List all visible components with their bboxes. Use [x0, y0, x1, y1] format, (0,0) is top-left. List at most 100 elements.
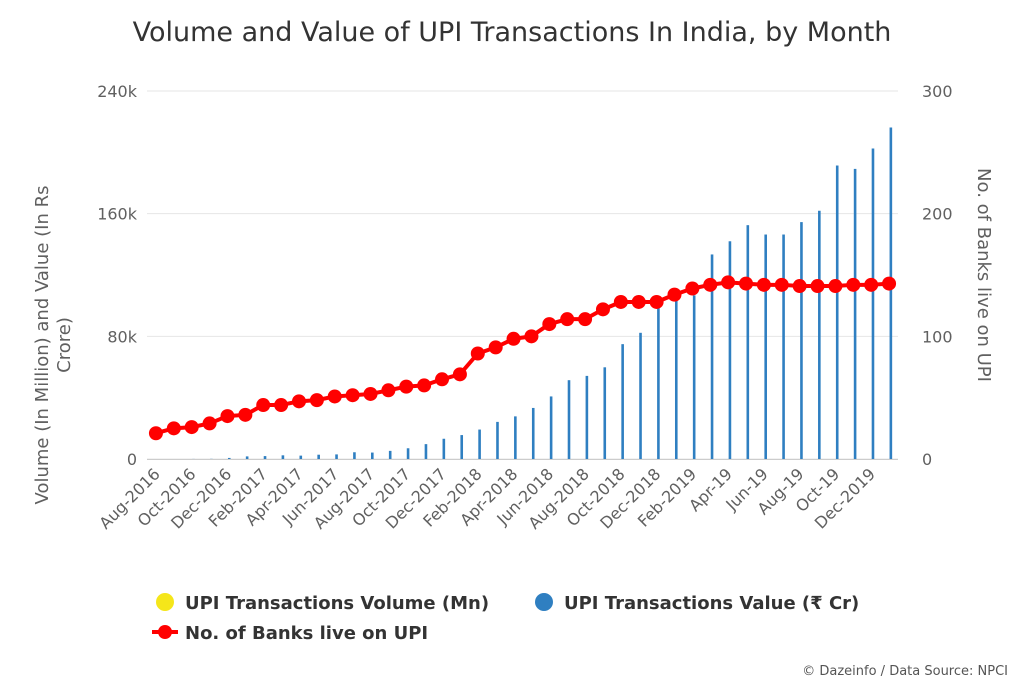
legend-label: UPI Transactions Value (₹ Cr) — [564, 593, 859, 614]
banks-point — [470, 346, 485, 361]
banks-point — [828, 279, 843, 294]
value-bar — [835, 165, 839, 459]
y-axis-left-title-line: Crore) — [54, 317, 75, 373]
value-bar — [496, 421, 499, 459]
value-bar — [442, 438, 446, 459]
banks-point — [452, 367, 467, 382]
banks-point — [345, 388, 360, 403]
value-bar — [585, 375, 589, 459]
banks-point — [631, 294, 646, 309]
value-bar — [514, 416, 517, 459]
banks-point — [291, 394, 306, 409]
banks-point — [864, 277, 879, 292]
value-bar — [478, 429, 481, 459]
value-bar — [889, 127, 893, 459]
y-tick-label-left: 0 — [127, 450, 137, 469]
legend-marker — [158, 625, 172, 639]
banks-point — [488, 340, 503, 355]
value-bar — [782, 234, 785, 459]
value-bar — [871, 148, 875, 459]
y-axis-right-title: No. of Banks live on UPI — [973, 168, 994, 382]
value-bar — [674, 290, 678, 459]
value-bar — [460, 435, 464, 459]
banks-point — [256, 398, 271, 413]
legend: UPI Transactions Volume (Mn) UPI Transact… — [152, 593, 859, 644]
value-bar — [388, 450, 392, 459]
y-tick-label-right: 300 — [922, 82, 953, 101]
value-bar — [567, 380, 571, 459]
value-bar — [227, 457, 231, 459]
value-bar — [692, 295, 696, 459]
value-bar — [853, 168, 857, 460]
value-bar — [245, 456, 249, 459]
banks-point — [649, 294, 664, 309]
y-tick-label-right: 0 — [922, 450, 932, 469]
value-bar — [549, 396, 553, 459]
legend-label: UPI Transactions Volume (Mn) — [185, 593, 489, 614]
banks-point — [363, 386, 378, 401]
banks-point — [417, 378, 432, 393]
credit-text: © Dazeinfo / Data Source: NPCI — [802, 664, 1008, 679]
banks-point — [595, 302, 610, 317]
value-bar — [639, 332, 642, 459]
value-bar — [371, 452, 374, 459]
banks-point — [792, 279, 807, 294]
banks-point — [524, 329, 539, 344]
value-bar — [281, 455, 285, 459]
banks-point — [381, 383, 396, 398]
value-bar — [353, 452, 356, 459]
banks-point — [238, 407, 253, 422]
x-axis: Aug-2016Oct-2016Dec-2016Feb-2017Apr-2017… — [95, 459, 898, 533]
legend-label: No. of Banks live on UPI — [185, 623, 428, 644]
banks-point — [435, 372, 450, 387]
value-bars — [192, 127, 893, 460]
banks-point — [756, 277, 771, 292]
value-bar — [424, 444, 428, 459]
value-bar — [746, 225, 750, 459]
banks-point — [846, 277, 861, 292]
value-bar — [657, 301, 660, 459]
value-bar — [263, 456, 267, 459]
banks-point — [166, 421, 181, 436]
banks-point — [184, 420, 199, 435]
banks-point — [542, 317, 557, 332]
legend-marker — [156, 593, 174, 611]
banks-point — [220, 409, 235, 424]
y-tick-label-left: 160k — [97, 205, 138, 224]
value-bar — [728, 241, 732, 459]
banks-point — [613, 294, 628, 309]
banks-point — [882, 276, 897, 291]
y-tick-label-left: 80k — [107, 327, 137, 346]
banks-point — [506, 331, 521, 346]
banks-point — [667, 287, 682, 302]
value-bar — [603, 367, 607, 459]
value-bar — [317, 454, 320, 459]
chart-title: Volume and Value of UPI Transactions In … — [133, 17, 892, 48]
banks-point — [148, 426, 163, 441]
y-axis-left-title: Volume (In Million) and Value (In RsCror… — [32, 186, 75, 505]
banks-point — [685, 281, 700, 296]
banks-point — [202, 416, 217, 431]
value-bar — [818, 210, 821, 459]
banks-point — [810, 279, 825, 294]
value-bar — [764, 234, 767, 459]
banks-point — [560, 312, 575, 327]
banks-point — [399, 379, 414, 394]
banks-point — [703, 277, 718, 292]
banks-point — [739, 276, 754, 291]
value-bar — [531, 407, 535, 459]
legend-marker — [535, 593, 553, 611]
banks-point — [578, 312, 593, 327]
value-bar — [621, 344, 624, 459]
banks-point — [327, 389, 342, 404]
y-tick-label-right: 100 — [922, 327, 953, 346]
value-bar — [800, 222, 803, 459]
y-tick-label-left: 240k — [97, 82, 138, 101]
y-tick-label-right: 200 — [922, 205, 953, 224]
value-bar — [335, 454, 338, 459]
y-axis-left-title-line: Volume (In Million) and Value (In Rs — [32, 186, 53, 505]
value-bar — [299, 455, 303, 459]
value-bar — [406, 448, 410, 459]
banks-point — [721, 275, 736, 290]
